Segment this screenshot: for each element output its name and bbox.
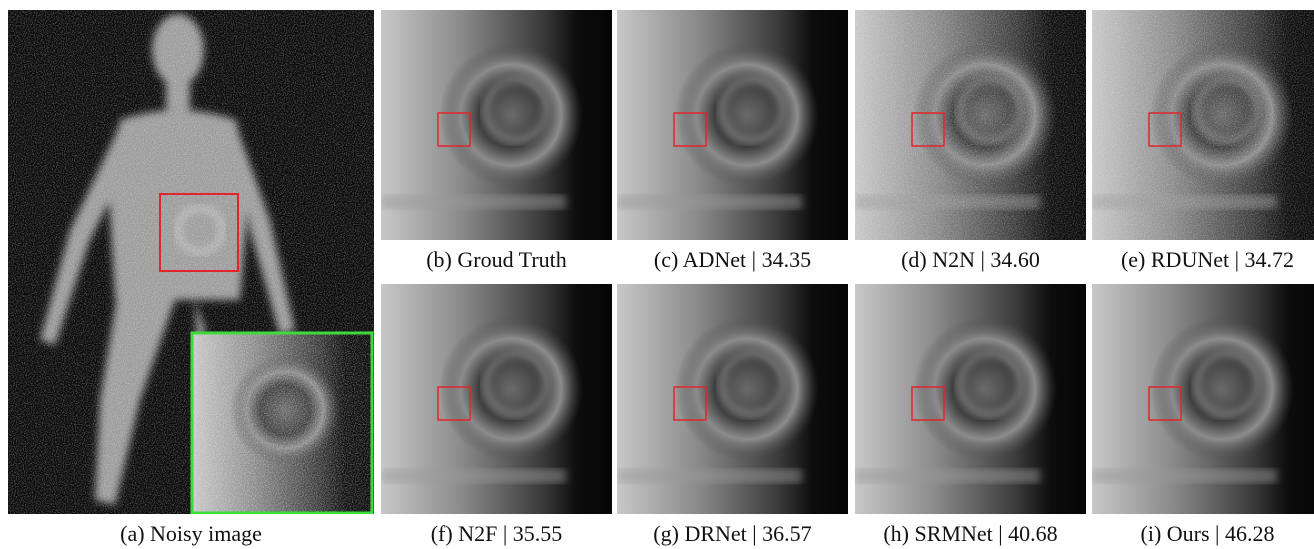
panel-caption: (g) DRNet | 36.57: [653, 521, 812, 546]
panel-caption: (e) RDUNet | 34.72: [1120, 247, 1295, 272]
image-content: [1092, 284, 1314, 514]
result-image: [617, 10, 848, 240]
result-image: [381, 10, 612, 240]
image-content: [855, 10, 1086, 240]
rose: [439, 43, 583, 187]
roi-box: [673, 386, 707, 421]
result-image: [1092, 10, 1314, 240]
rose-ring: [483, 351, 549, 417]
result-image: [855, 10, 1086, 240]
noisy-image: [8, 10, 374, 514]
roi-box: [911, 386, 945, 421]
roi-box: [911, 112, 945, 147]
panel-caption: (b) Groud Truth: [426, 247, 567, 272]
result-image: [381, 284, 612, 514]
zoom-inset: [190, 331, 374, 514]
rose: [1150, 317, 1294, 461]
roi-box: [1148, 112, 1182, 147]
stripe: [381, 195, 566, 209]
panel-caption: (d) N2N | 34.60: [901, 247, 1040, 272]
result-image: [617, 284, 848, 514]
rose-ring: [957, 351, 1023, 417]
result-image: [855, 284, 1086, 514]
rose-ring: [719, 77, 785, 143]
stripe: [855, 469, 1040, 483]
roi-box: [1148, 386, 1182, 421]
rose: [675, 317, 819, 461]
image-content: [855, 284, 1086, 514]
result-image: [1092, 284, 1314, 514]
stripe: [1092, 469, 1277, 483]
stripe: [617, 469, 802, 483]
rose-ring: [483, 77, 549, 143]
noise: [855, 10, 1086, 240]
rose: [439, 317, 583, 461]
stripe: [381, 469, 566, 483]
image-content: [381, 284, 612, 514]
panel-caption: (i) Ours | 46.28: [1140, 521, 1275, 546]
roi-box: [673, 112, 707, 147]
image-content: [617, 10, 848, 240]
panel-caption: (c) ADNet | 34.35: [653, 247, 812, 272]
panel-caption: (f) N2F | 35.55: [430, 521, 563, 546]
panel-caption: (h) SRMNet | 40.68: [883, 521, 1058, 546]
rose-ring: [1194, 351, 1260, 417]
image-content: [381, 10, 612, 240]
roi-box: [437, 112, 471, 147]
image-content: [1092, 10, 1314, 240]
image-content: [617, 284, 848, 514]
result-panels: [381, 10, 1314, 514]
roi-box: [437, 386, 471, 421]
rose: [913, 317, 1057, 461]
main-caption: (a) Noisy image: [120, 521, 262, 546]
rose-ring: [719, 351, 785, 417]
stripe: [617, 195, 802, 209]
rose: [675, 43, 819, 187]
noise: [1092, 10, 1314, 240]
